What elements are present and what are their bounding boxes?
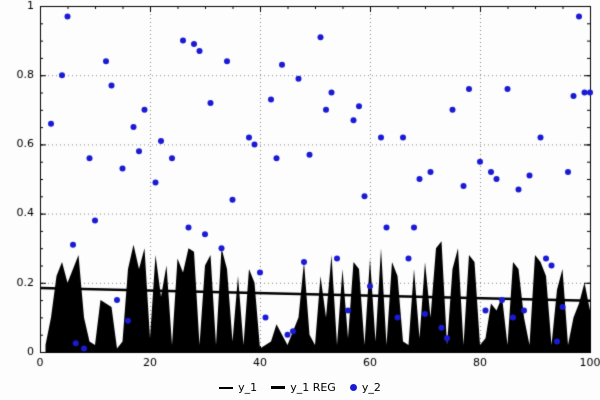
legend-label-y1: y_1 (238, 381, 258, 394)
point-swatch-icon (349, 384, 357, 391)
chart-legend: y_1 y_1 REG y_2 (0, 381, 600, 394)
line-swatch-icon (271, 386, 286, 389)
legend-item-y1: y_1 (219, 381, 257, 394)
legend-item-y1-reg: y_1 REG (271, 381, 336, 394)
legend-label-y2: y_2 (361, 381, 381, 394)
legend-item-y2: y_2 (349, 381, 381, 394)
legend-label-y1-reg: y_1 REG (290, 381, 336, 394)
area-swatch-icon (219, 386, 234, 389)
